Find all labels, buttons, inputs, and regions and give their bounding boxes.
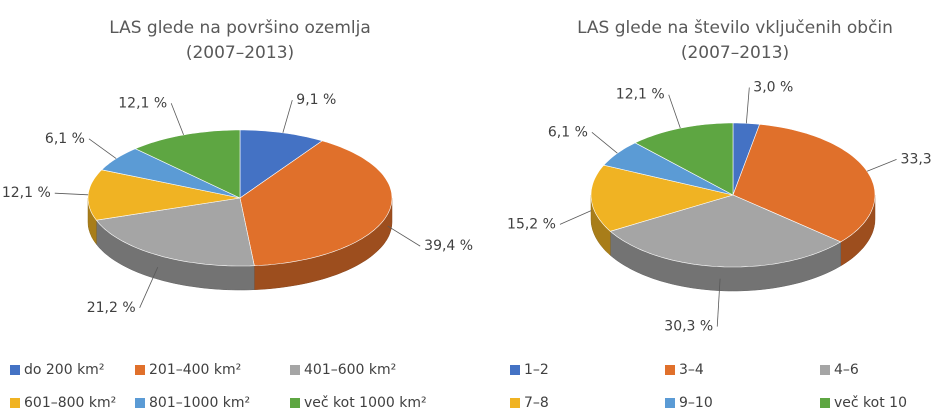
leader-line [716,278,721,327]
legend-label: 3–4 [679,362,704,378]
slice [239,140,393,267]
leader-line [54,192,89,196]
legend-swatch [10,398,20,408]
leader-line [170,103,184,136]
leader-line [866,159,897,172]
legend-swatch [510,398,520,408]
legend-label: 7–8 [524,395,549,411]
leader-line [387,225,421,247]
legend-swatch [665,398,675,408]
slice [87,169,241,221]
leader-line [745,87,750,124]
legend-label: 601–800 km² [24,395,116,411]
slice [239,129,324,199]
leader-line [139,267,159,308]
legend-swatch [135,398,145,408]
data-label: 30,3 % [664,319,713,335]
slice [101,148,241,199]
legend-label: 401–600 km² [304,362,396,378]
legend-swatch [820,365,830,375]
data-label: 6,1 % [548,124,588,140]
legend-label: več kot 1000 km² [304,395,427,411]
data-label: 6,1 % [45,131,85,147]
data-label: 9,1 % [296,92,336,108]
legend-label: 1–2 [524,362,549,378]
data-label: 12,1 % [616,87,665,103]
data-label: 3,0 % [753,79,793,95]
legend-swatch [10,365,20,375]
leader-line [282,100,293,133]
legend-swatch [820,398,830,408]
slice [134,129,241,199]
data-label: 12,1 % [2,185,51,201]
data-label: 12,1 % [118,95,167,111]
slice [95,197,255,267]
legend-swatch [665,365,675,375]
legend-label: 201–400 km² [149,362,241,378]
chart-subtitle: (2007–2013) [681,43,789,63]
legend-swatch [135,365,145,375]
data-label: 39,4 % [424,238,473,254]
data-label: 15,2 % [507,216,556,232]
legend-label: 801–1000 km² [149,395,250,411]
legend-swatch [290,365,300,375]
chart-subtitle: (2007–2013) [186,43,294,63]
slice [609,194,842,268]
legend-label: 4–6 [834,362,859,378]
legend-swatch [290,398,300,408]
slice [590,164,735,232]
legend-label: 9–10 [679,395,713,411]
leader-line [88,138,117,159]
legend-swatch [510,365,520,375]
data-label: 21,2 % [87,300,136,316]
legend-label: več kot 10 [834,395,907,411]
legend-label: do 200 km² [24,362,104,378]
leader-line [559,210,592,225]
chart-title: LAS glede na površino ozemlja [109,18,371,38]
chart-title: LAS glede na število vključenih občin [577,18,893,38]
leader-line [591,132,618,154]
data-label: 33,3 % [901,151,934,167]
leader-line [668,94,681,129]
slice [603,142,734,196]
